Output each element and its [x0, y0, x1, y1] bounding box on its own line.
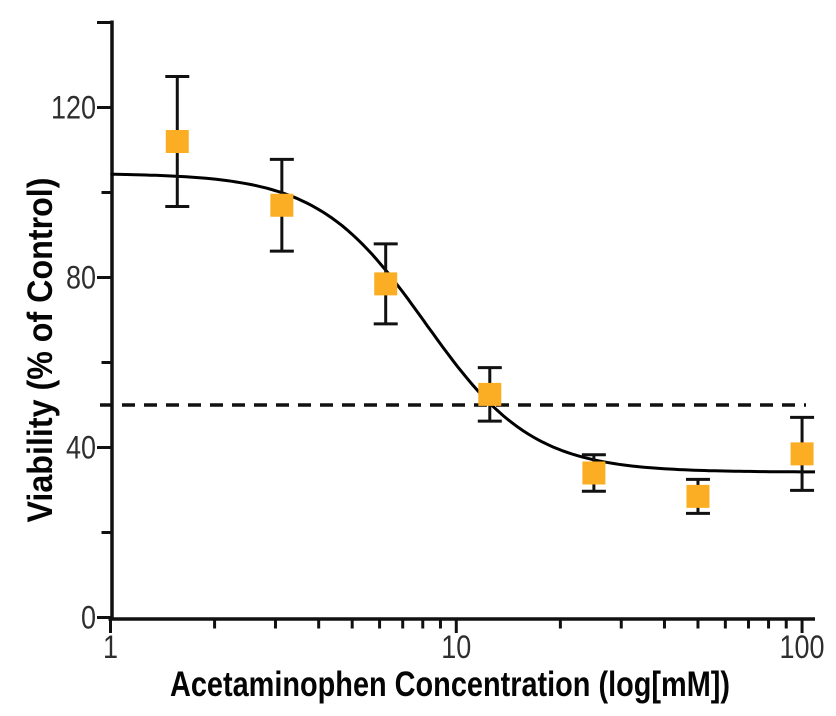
y-tick-label: 0 — [81, 600, 96, 636]
y-tick-label: 120 — [51, 90, 96, 126]
data-point — [477, 366, 502, 423]
square-marker — [374, 272, 398, 296]
data-point — [685, 477, 710, 515]
data-point — [165, 74, 190, 209]
square-marker — [270, 193, 294, 217]
fit-curve — [110, 172, 815, 474]
x-tick-label: 100 — [780, 629, 825, 665]
x-axis-ticks: 1 10 100 — [103, 620, 825, 665]
data-point — [581, 453, 606, 493]
x-axis-title: Acetaminophen Concentration (log[mM]) — [170, 665, 730, 704]
data-point — [790, 415, 815, 492]
data-point — [373, 242, 398, 326]
y-tick-label: 80 — [66, 260, 96, 296]
y-tick-label: 40 — [66, 430, 96, 466]
square-marker — [790, 442, 814, 466]
square-marker — [582, 461, 606, 485]
data-point — [269, 157, 294, 253]
axes — [108, 20, 815, 621]
x-tick-label: 1 — [103, 629, 118, 665]
y-axis-title: Viability (% of Control) — [21, 178, 60, 523]
y-axis-ticks: 0 40 80 120 — [51, 21, 111, 636]
square-marker — [686, 484, 710, 508]
square-marker — [165, 130, 189, 153]
x-tick-label: 10 — [441, 629, 471, 665]
plot-area: 1 10 100 0 40 80 120 — [51, 20, 825, 665]
square-marker — [478, 382, 502, 406]
